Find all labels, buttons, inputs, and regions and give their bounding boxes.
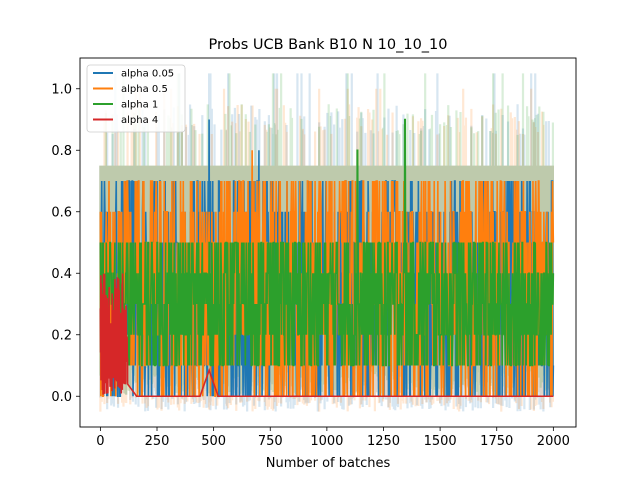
x-tick-label: 2000: [537, 434, 570, 449]
y-tick-label: 0.0: [51, 390, 72, 405]
legend-label: alpha 4: [121, 115, 158, 126]
y-tick-label: 0.6: [51, 205, 72, 220]
x-tick-label: 1250: [367, 434, 400, 449]
x-axis: 0 250 500 750 1000 1250 1500 1750 2000: [96, 427, 570, 449]
y-axis: 0.0 0.2 0.4 0.6 0.8 1.0: [51, 82, 80, 405]
legend-box: [86, 64, 186, 133]
x-tick-label: 250: [145, 434, 170, 449]
y-tick-label: 0.8: [51, 144, 72, 159]
chart-title: Probs UCB Bank B10 N 10_10_10: [208, 37, 447, 53]
x-tick-label: 1000: [310, 434, 343, 449]
y-tick-label: 0.4: [51, 267, 72, 282]
x-axis-title: Number of batches: [266, 456, 391, 471]
legend: alpha 0.05 alpha 0.5 alpha 1 alpha 4: [86, 64, 186, 133]
y-tick-label: 0.2: [51, 328, 72, 343]
x-tick-label: 500: [201, 434, 226, 449]
legend-label: alpha 0.05: [121, 69, 174, 80]
axes-frame: [79, 57, 577, 428]
series-alpha-1: [99, 118, 555, 367]
x-tick-label: 0: [96, 434, 104, 449]
series-alpha-4: [99, 273, 554, 398]
x-tick-label: 750: [258, 434, 283, 449]
plot-area: [99, 73, 555, 412]
x-tick-label: 1500: [424, 434, 457, 449]
y-tick-label: 1.0: [51, 82, 72, 97]
x-tick-label: 1750: [480, 434, 513, 449]
legend-label: alpha 0.5: [121, 84, 168, 95]
series-line: [99, 118, 555, 367]
series-line: [99, 273, 554, 398]
legend-label: alpha 1: [121, 100, 158, 111]
